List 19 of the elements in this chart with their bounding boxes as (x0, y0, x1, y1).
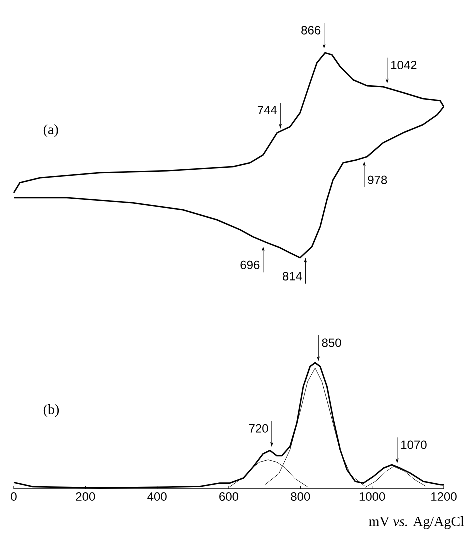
annotation: 1070 (402, 440, 427, 450)
annotation: 850 (322, 338, 342, 348)
annotation: 696 (240, 260, 260, 270)
x-tick-label: 1000 (360, 492, 386, 502)
text: (a) (44, 124, 58, 138)
annotation: 978 (368, 176, 388, 184)
x-tick-label: 600 (220, 492, 239, 502)
annotation: 866 (302, 26, 321, 35)
x-tick-label: 200 (76, 492, 96, 502)
annotation: 720 (249, 424, 268, 433)
annotation: 1042 (391, 61, 417, 70)
x-axis-title: mV vs. Ag/AgCl (369, 516, 464, 530)
x-tick-label: 800 (291, 492, 310, 502)
x-tick-label: 400 (148, 492, 167, 502)
text: (b) (44, 404, 60, 418)
annotation: 744 (258, 106, 278, 114)
x-tick-label: 1200 (432, 492, 457, 502)
x-tick-label: 0 (11, 492, 17, 502)
annotation: 814 (282, 272, 302, 281)
